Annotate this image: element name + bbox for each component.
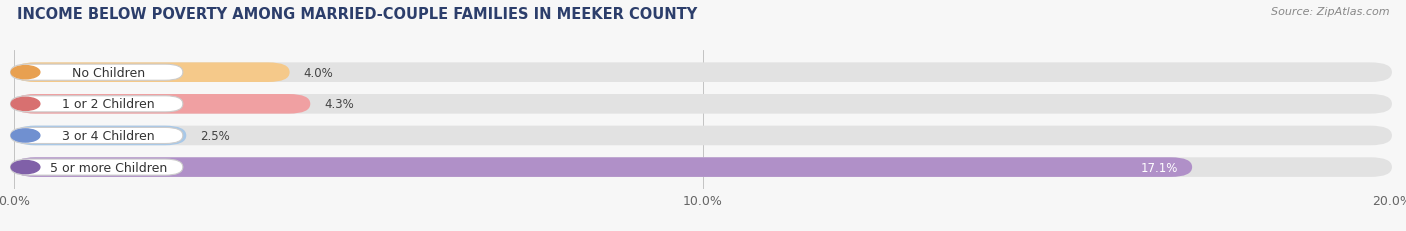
FancyBboxPatch shape bbox=[11, 65, 183, 81]
FancyBboxPatch shape bbox=[14, 63, 290, 83]
Text: Source: ZipAtlas.com: Source: ZipAtlas.com bbox=[1271, 7, 1389, 17]
FancyBboxPatch shape bbox=[14, 158, 1192, 177]
FancyBboxPatch shape bbox=[11, 159, 183, 175]
Text: No Children: No Children bbox=[72, 66, 145, 79]
FancyBboxPatch shape bbox=[14, 95, 1392, 114]
FancyBboxPatch shape bbox=[14, 95, 311, 114]
Circle shape bbox=[11, 98, 39, 111]
FancyBboxPatch shape bbox=[14, 63, 1392, 83]
Text: 4.0%: 4.0% bbox=[304, 66, 333, 79]
FancyBboxPatch shape bbox=[14, 126, 186, 146]
FancyBboxPatch shape bbox=[11, 128, 183, 144]
Text: 4.3%: 4.3% bbox=[325, 98, 354, 111]
Text: 5 or more Children: 5 or more Children bbox=[51, 161, 167, 174]
FancyBboxPatch shape bbox=[11, 96, 183, 112]
Text: 17.1%: 17.1% bbox=[1142, 161, 1178, 174]
Text: 2.5%: 2.5% bbox=[200, 129, 229, 142]
Text: 1 or 2 Children: 1 or 2 Children bbox=[62, 98, 155, 111]
FancyBboxPatch shape bbox=[14, 158, 1392, 177]
Circle shape bbox=[11, 161, 39, 174]
Text: 3 or 4 Children: 3 or 4 Children bbox=[62, 129, 155, 142]
Text: INCOME BELOW POVERTY AMONG MARRIED-COUPLE FAMILIES IN MEEKER COUNTY: INCOME BELOW POVERTY AMONG MARRIED-COUPL… bbox=[17, 7, 697, 22]
Circle shape bbox=[11, 66, 39, 79]
Circle shape bbox=[11, 129, 39, 143]
FancyBboxPatch shape bbox=[14, 126, 1392, 146]
